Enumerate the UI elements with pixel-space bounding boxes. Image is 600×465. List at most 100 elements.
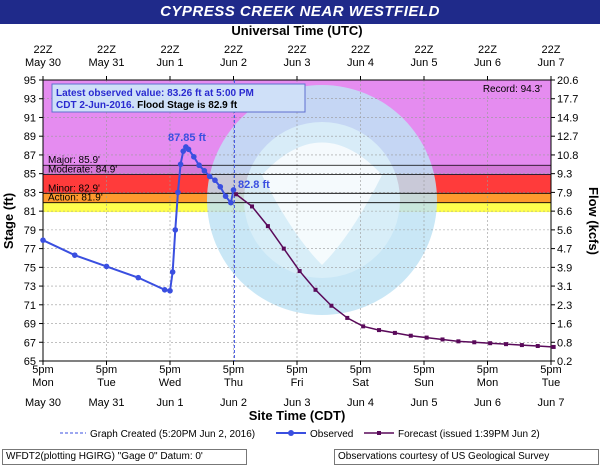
- footer-attribution: Observations courtesy of US Geological S…: [334, 449, 599, 465]
- legend: Graph Created (5:20PM Jun 2, 2016) Obser…: [60, 429, 540, 440]
- x-top-tick-date: Jun 5: [411, 57, 438, 69]
- observed-point: [40, 237, 46, 243]
- flood-level-label: Moderate: 84.9': [48, 165, 117, 176]
- x-tick-date: Jun 7: [538, 397, 565, 409]
- record-label: Record: 94.3': [483, 84, 542, 95]
- y2-tick-label: 10.8: [557, 150, 578, 162]
- forecast-point: [265, 224, 270, 229]
- x-tick-day: Wed: [159, 377, 181, 389]
- y-tick-label: 65: [24, 356, 36, 368]
- observed-point: [196, 162, 202, 169]
- y-tick-label: 89: [24, 131, 36, 143]
- x-tick-date: May 30: [25, 397, 61, 409]
- x-tick-day: Mon: [32, 377, 53, 389]
- y2-axis-ticks: 0.2 0.8 1.6 2.3 3.1 3.9 4.7 5.6 6.6 7.9 9.3 10.8 12.…: [551, 75, 578, 368]
- forecast-point: [234, 192, 239, 197]
- x-top-tick-date: Jun 7: [538, 57, 565, 69]
- forecast-point: [488, 341, 493, 346]
- x-tick-time: 5pm: [223, 364, 244, 376]
- chart-title: CYPRESS CREEK NEAR WESTFIELD: [0, 0, 600, 24]
- x-top-tick-time: 22Z: [34, 44, 53, 56]
- x-tick-date: Jun 4: [347, 397, 374, 409]
- x-tick-date: May 31: [88, 397, 124, 409]
- x-top-tick-time: 22Z: [97, 44, 116, 56]
- forecast-point: [424, 335, 429, 340]
- x-tick-day: Fri: [291, 377, 304, 389]
- observed-point: [191, 154, 197, 160]
- forecast-point: [472, 340, 477, 345]
- forecast-point: [535, 344, 540, 349]
- peak-label: 87.85 ft: [168, 132, 206, 144]
- noaa-watermark-logo: [207, 85, 437, 315]
- flood-level-label: Major: 85.9': [48, 155, 100, 166]
- legend-created-label: Graph Created (5:20PM Jun 2, 2016): [90, 429, 255, 440]
- legend-observed-label: Observed: [310, 429, 353, 440]
- x-tick-date: Jun 6: [474, 397, 501, 409]
- y-tick-label: 67: [24, 337, 36, 349]
- x-top-tick-time: 22Z: [351, 44, 370, 56]
- y-axis-ticks: 65 67 69 71 73 75 77 79 81 83 85 87 89 91 93 95: [24, 75, 43, 368]
- flood-level-label: Action: 81.9': [48, 193, 103, 204]
- x-tick-day: Sun: [414, 377, 434, 389]
- observed-point: [103, 263, 110, 270]
- y2-tick-label: 7.9: [557, 187, 572, 199]
- x-top-tick-date: Jun 1: [157, 57, 184, 69]
- x-top-tick-date: Jun 2: [220, 57, 247, 69]
- top-axis-title: Universal Time (UTC): [231, 23, 362, 38]
- observed-point: [201, 168, 208, 174]
- forecast-point: [456, 339, 461, 344]
- forecast-point: [519, 343, 524, 348]
- y2-tick-label: 1.6: [557, 319, 572, 331]
- x-top-tick-time: 22Z: [415, 44, 434, 56]
- y-tick-label: 95: [24, 75, 36, 87]
- forecast-point: [250, 204, 255, 209]
- y2-tick-label: 9.3: [557, 169, 572, 181]
- forecast-point: [392, 330, 397, 335]
- info-box: Latest observed value: 83.26 ft at 5:00 …: [51, 83, 306, 113]
- legend-forecast-label: Forecast (issued 1:39PM Jun 2): [398, 429, 540, 440]
- forecast-point: [440, 337, 445, 342]
- x-top-tick-time: 22Z: [288, 44, 307, 56]
- observed-point: [185, 146, 192, 153]
- x-tick-time: 5pm: [32, 364, 53, 376]
- x-top-tick-date: Jun 3: [284, 57, 311, 69]
- x-tick-day: Mon: [477, 377, 498, 389]
- forecast-point: [408, 333, 413, 338]
- y-tick-label: 73: [24, 281, 36, 293]
- forecast-point: [377, 328, 382, 333]
- x-tick-time: 5pm: [477, 364, 498, 376]
- y2-tick-label: 3.9: [557, 262, 572, 274]
- observed-point: [228, 199, 234, 206]
- info-line-2-date: CDT 2-Jun-2016.: [56, 100, 137, 111]
- legend-observed-marker: [288, 430, 294, 436]
- x-tick-time: 5pm: [540, 364, 561, 376]
- x-tick-day: Tue: [97, 377, 116, 389]
- flood-level-lines: Major: 85.9'Moderate: 84.9' Minor: 82.9'A…: [43, 155, 551, 204]
- observed-point: [167, 287, 173, 294]
- observed-point: [177, 161, 184, 168]
- y2-tick-label: 2.3: [557, 300, 572, 312]
- x-tick-time: 5pm: [286, 364, 307, 376]
- info-box-frame: [51, 83, 306, 113]
- info-line-2-flood: Flood Stage is 82.9 ft: [137, 100, 238, 111]
- x-tick-day: Thu: [224, 377, 243, 389]
- info-line-2: CDT 2-Jun-2016. Flood Stage is 82.9 ft: [56, 100, 238, 111]
- y2-tick-label: 17.7: [557, 94, 578, 106]
- y-tick-label: 83: [24, 187, 36, 199]
- forecast-point: [551, 344, 556, 349]
- y2-tick-label: 20.6: [557, 75, 578, 87]
- y-tick-label: 81: [24, 206, 36, 218]
- flood-level-label: Minor: 82.9': [48, 183, 100, 194]
- y-tick-label: 91: [24, 112, 36, 124]
- forecast-point: [504, 342, 509, 347]
- y-tick-label: 75: [24, 262, 36, 274]
- y2-tick-label: 14.9: [557, 112, 578, 124]
- y2-tick-label: 6.6: [557, 206, 572, 218]
- info-line-1: Latest observed value: 83.26 ft at 5:00 …: [56, 88, 254, 99]
- x-tick-date: Jun 5: [411, 397, 438, 409]
- observed-point: [222, 193, 229, 199]
- observed-point: [169, 269, 176, 275]
- x-tick-time: 5pm: [159, 364, 180, 376]
